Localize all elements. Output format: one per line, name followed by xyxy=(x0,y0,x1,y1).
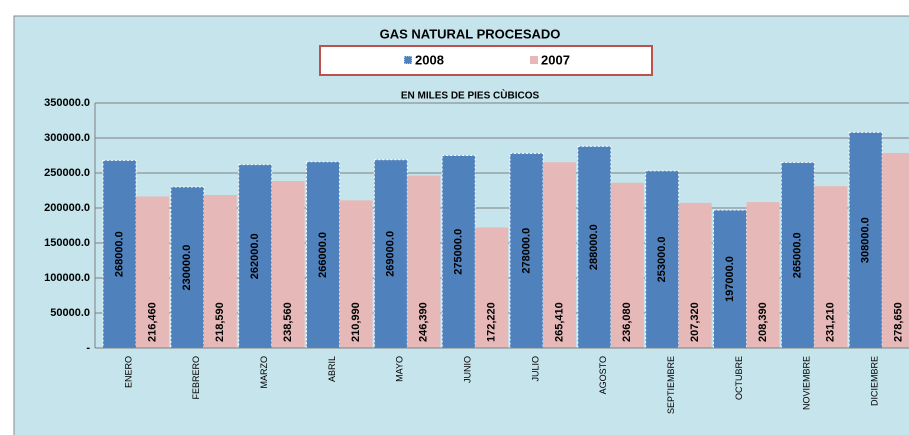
data-label: 230000.0 xyxy=(181,245,193,291)
x-tick-label: DICIEMBRE xyxy=(869,356,879,406)
data-label: 208,390 xyxy=(757,302,769,342)
y-tick-label: 100000.0 xyxy=(44,272,90,284)
bar xyxy=(102,159,137,349)
data-label: 172,220 xyxy=(486,302,498,342)
legend-swatch xyxy=(403,55,413,65)
chart-title: GAS NATURAL PROCESADO xyxy=(380,26,561,41)
data-label: 238,560 xyxy=(282,302,294,342)
bar xyxy=(814,186,848,348)
data-label: 210,990 xyxy=(350,302,362,342)
data-label: 253000.0 xyxy=(656,237,668,283)
data-label: 278000.0 xyxy=(520,228,532,274)
x-tick-label: AGOSTO xyxy=(598,356,608,394)
data-label: 218,590 xyxy=(214,302,226,342)
x-tick-label: SEPTIEMBRE xyxy=(666,356,676,414)
bar xyxy=(306,161,340,349)
bar xyxy=(509,152,544,349)
x-tick-label: JUNIO xyxy=(462,356,472,383)
x-tick-label: JULIO xyxy=(530,356,540,382)
legend-label: 2008 xyxy=(415,52,444,67)
x-tick-label: FEBRERO xyxy=(191,356,201,400)
data-label: 216,460 xyxy=(146,302,158,342)
bar xyxy=(441,155,476,349)
data-label: 246,390 xyxy=(418,302,430,342)
y-tick-label: 200000.0 xyxy=(44,202,90,214)
bar xyxy=(882,152,909,348)
x-tick-label: NOVIEMBRE xyxy=(802,356,812,410)
data-label: 268000.0 xyxy=(113,231,125,277)
bar xyxy=(136,196,169,348)
bar xyxy=(713,209,747,349)
y-tick-label: - xyxy=(86,342,90,354)
bar xyxy=(577,145,612,349)
data-label: 278,650 xyxy=(893,302,905,342)
data-label: 231,210 xyxy=(825,302,837,342)
data-label: 275000.0 xyxy=(453,229,465,275)
data-label: 197000.0 xyxy=(724,256,736,302)
bar xyxy=(203,194,237,348)
legend xyxy=(319,45,653,76)
x-tick-label: ENERO xyxy=(123,356,133,388)
bar xyxy=(475,227,509,348)
chart-subtitle: EN MILES DE PIES CÙBICOS xyxy=(401,89,540,102)
bar xyxy=(746,202,780,348)
bar xyxy=(543,162,576,348)
bar xyxy=(170,186,205,349)
bar xyxy=(780,162,815,349)
bar xyxy=(678,202,712,348)
legend-swatch xyxy=(530,56,538,64)
x-tick-label: MAYO xyxy=(395,356,405,382)
x-tick-label: ABRIL xyxy=(327,356,337,382)
data-label: 207,320 xyxy=(689,302,701,342)
data-label: 288000.0 xyxy=(588,224,600,270)
bar xyxy=(848,131,883,349)
data-label: 265000.0 xyxy=(792,232,804,278)
data-label: 266000.0 xyxy=(317,232,329,278)
x-tick-label: OCTUBRE xyxy=(734,356,744,400)
y-tick-label: 350000.0 xyxy=(44,97,90,109)
bar xyxy=(610,182,644,348)
bar xyxy=(407,175,441,348)
bar xyxy=(373,159,408,349)
data-label: 236,080 xyxy=(621,302,633,342)
data-label: 269000.0 xyxy=(385,231,397,277)
x-tick-label: MARZO xyxy=(259,356,269,389)
y-tick-label: 150000.0 xyxy=(44,237,90,249)
y-tick-label: 50000.0 xyxy=(50,307,90,319)
y-tick-label: 300000.0 xyxy=(44,132,90,144)
data-label: 265,410 xyxy=(553,302,565,342)
data-label: 308000.0 xyxy=(860,217,872,263)
data-label: 262000.0 xyxy=(249,233,261,279)
legend-label: 2007 xyxy=(541,52,570,67)
y-tick-label: 250000.0 xyxy=(44,167,90,179)
bar xyxy=(271,181,305,348)
bar xyxy=(339,200,373,348)
